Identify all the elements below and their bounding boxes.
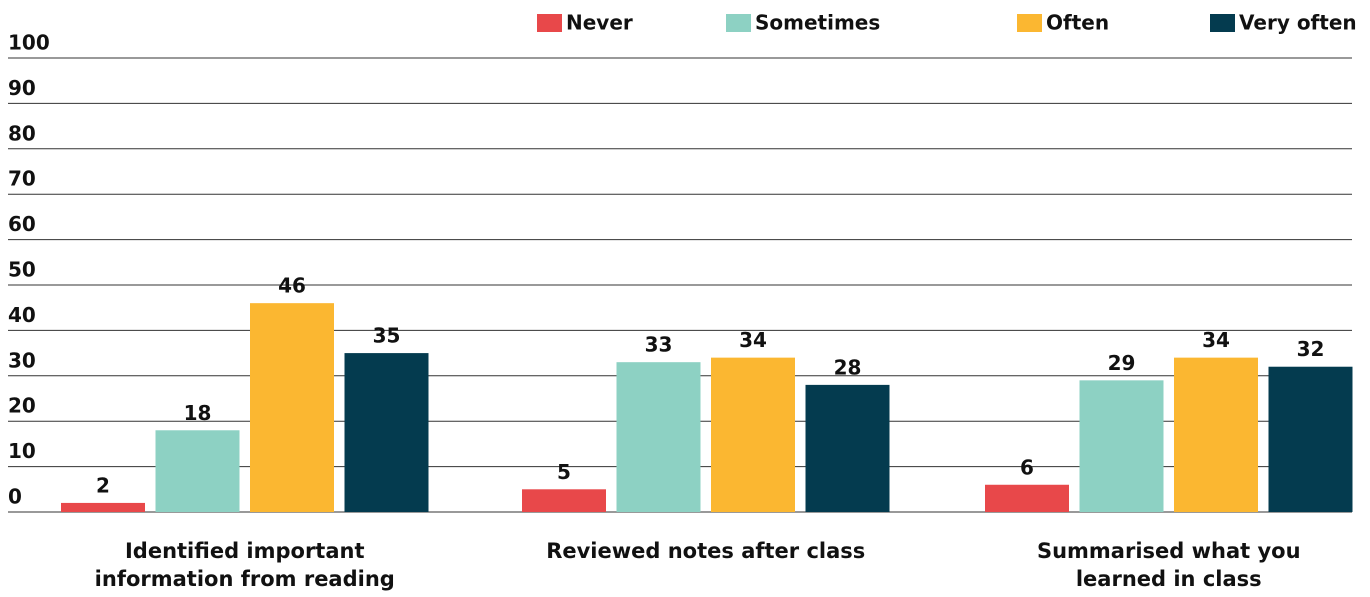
data-label: 33 xyxy=(645,333,673,357)
y-tick-label: 0 xyxy=(8,485,22,509)
data-label: 35 xyxy=(373,324,401,348)
legend-swatch xyxy=(726,14,751,32)
bar xyxy=(1174,357,1258,512)
bar xyxy=(805,384,890,512)
x-tick-label: Reviewed notes after class xyxy=(546,539,866,563)
y-tick-label: 50 xyxy=(8,258,36,282)
data-label: 5 xyxy=(557,460,571,484)
legend-label: Sometimes xyxy=(755,11,880,35)
data-label: 32 xyxy=(1297,337,1325,361)
bar xyxy=(250,303,334,512)
data-label: 28 xyxy=(834,355,862,379)
x-tick-label: Identified important information from re… xyxy=(94,539,395,591)
bar xyxy=(61,502,145,512)
x-tick-label: Summarised what you learned in class xyxy=(1036,539,1301,591)
y-tick-label: 70 xyxy=(8,167,36,191)
bar xyxy=(155,430,240,512)
bar xyxy=(522,489,606,512)
bar xyxy=(344,353,429,512)
y-tick-label: 20 xyxy=(8,394,36,418)
y-tick-label: 100 xyxy=(8,31,50,55)
legend-label: Often xyxy=(1046,11,1109,35)
data-label: 29 xyxy=(1108,351,1136,375)
y-tick-label: 80 xyxy=(8,121,36,145)
y-tick-label: 90 xyxy=(8,76,36,100)
y-tick-label: 10 xyxy=(8,439,36,463)
legend-label: Very often xyxy=(1239,11,1357,35)
legend-label: Never xyxy=(566,11,633,35)
data-label: 34 xyxy=(1202,328,1230,352)
y-tick-label: 30 xyxy=(8,348,36,372)
data-label: 2 xyxy=(96,473,110,497)
bar xyxy=(616,362,701,512)
legend-swatch xyxy=(1017,14,1042,32)
data-label: 34 xyxy=(739,328,767,352)
data-label: 18 xyxy=(184,401,212,425)
y-tick-label: 60 xyxy=(8,212,36,236)
legend-swatch xyxy=(1210,14,1235,32)
bar xyxy=(1079,380,1164,512)
y-tick-label: 40 xyxy=(8,303,36,327)
legend-swatch xyxy=(537,14,562,32)
data-label: 46 xyxy=(278,274,306,298)
bar xyxy=(711,357,795,512)
bar xyxy=(1268,366,1353,512)
bar xyxy=(985,484,1069,512)
data-label: 6 xyxy=(1020,455,1034,479)
